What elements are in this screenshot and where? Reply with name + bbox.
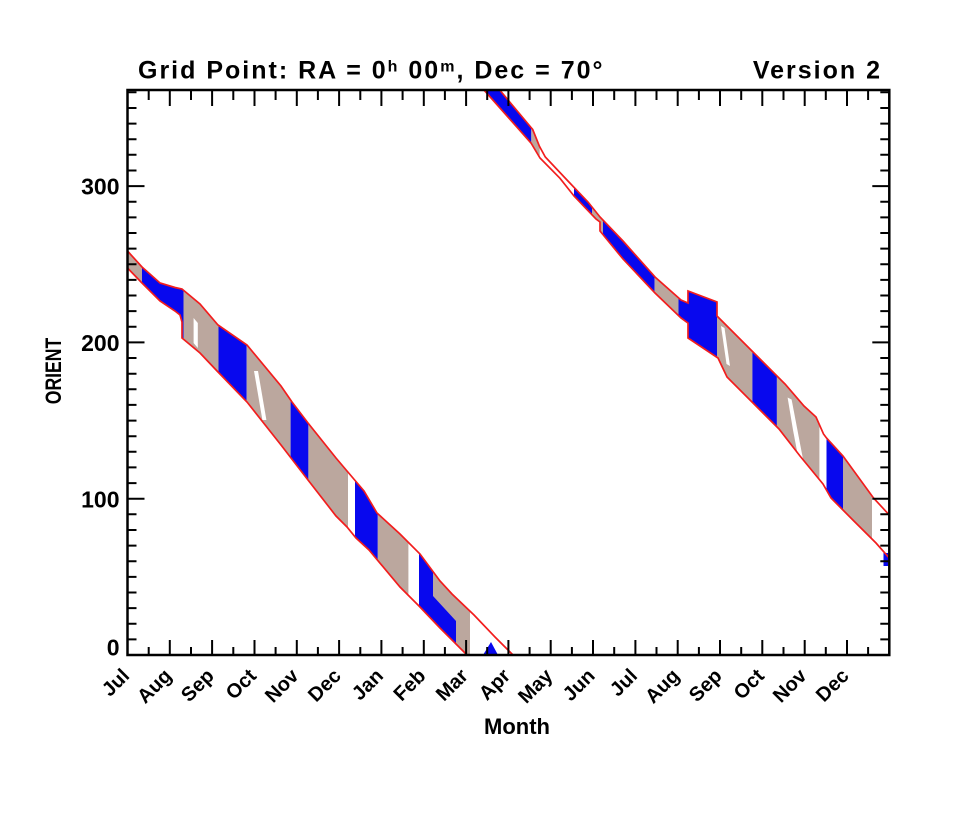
svg-text:100: 100	[81, 486, 119, 512]
svg-text:Grid Point: RA = 0h 00m, Dec =: Grid Point: RA = 0h 00m, Dec = 70°	[138, 57, 605, 85]
svg-text:0: 0	[107, 635, 120, 661]
svg-text:200: 200	[81, 330, 119, 356]
svg-text:ORIENT: ORIENT	[42, 338, 66, 404]
svg-text:Version 2: Version 2	[753, 57, 882, 85]
svg-text:300: 300	[81, 173, 119, 199]
svg-text:Month: Month	[484, 714, 550, 739]
